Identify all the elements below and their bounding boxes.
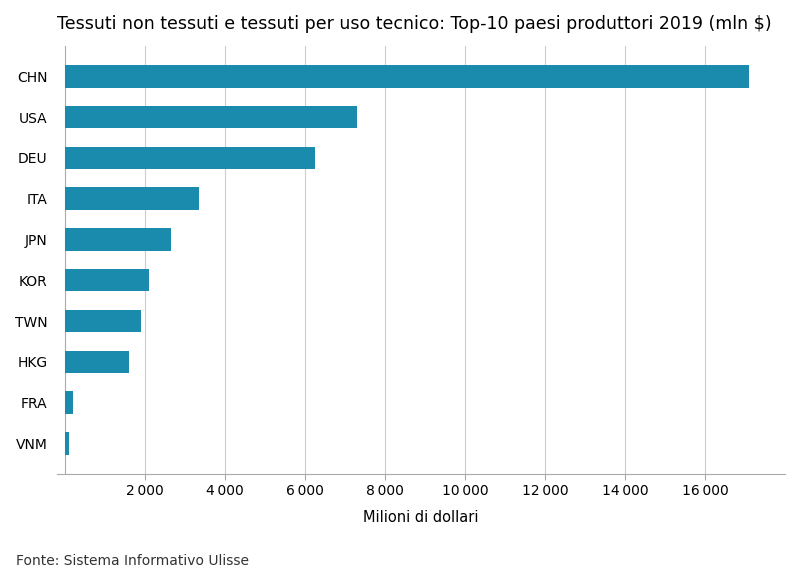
Bar xyxy=(66,391,74,414)
Bar xyxy=(66,65,749,88)
Text: Fonte: Sistema Informativo Ulisse: Fonte: Sistema Informativo Ulisse xyxy=(16,554,249,568)
Bar xyxy=(66,310,142,332)
Text: Tessuti non tessuti e tessuti per uso tecnico: Top-10 paesi produttori 2019 (mln: Tessuti non tessuti e tessuti per uso te… xyxy=(58,15,772,33)
Bar xyxy=(66,147,315,169)
X-axis label: Milioni di dollari: Milioni di dollari xyxy=(363,510,479,525)
Bar xyxy=(66,106,358,129)
Bar xyxy=(66,228,171,251)
Bar xyxy=(66,188,199,210)
Bar xyxy=(66,432,69,455)
Bar xyxy=(66,269,150,292)
Bar xyxy=(66,351,130,373)
